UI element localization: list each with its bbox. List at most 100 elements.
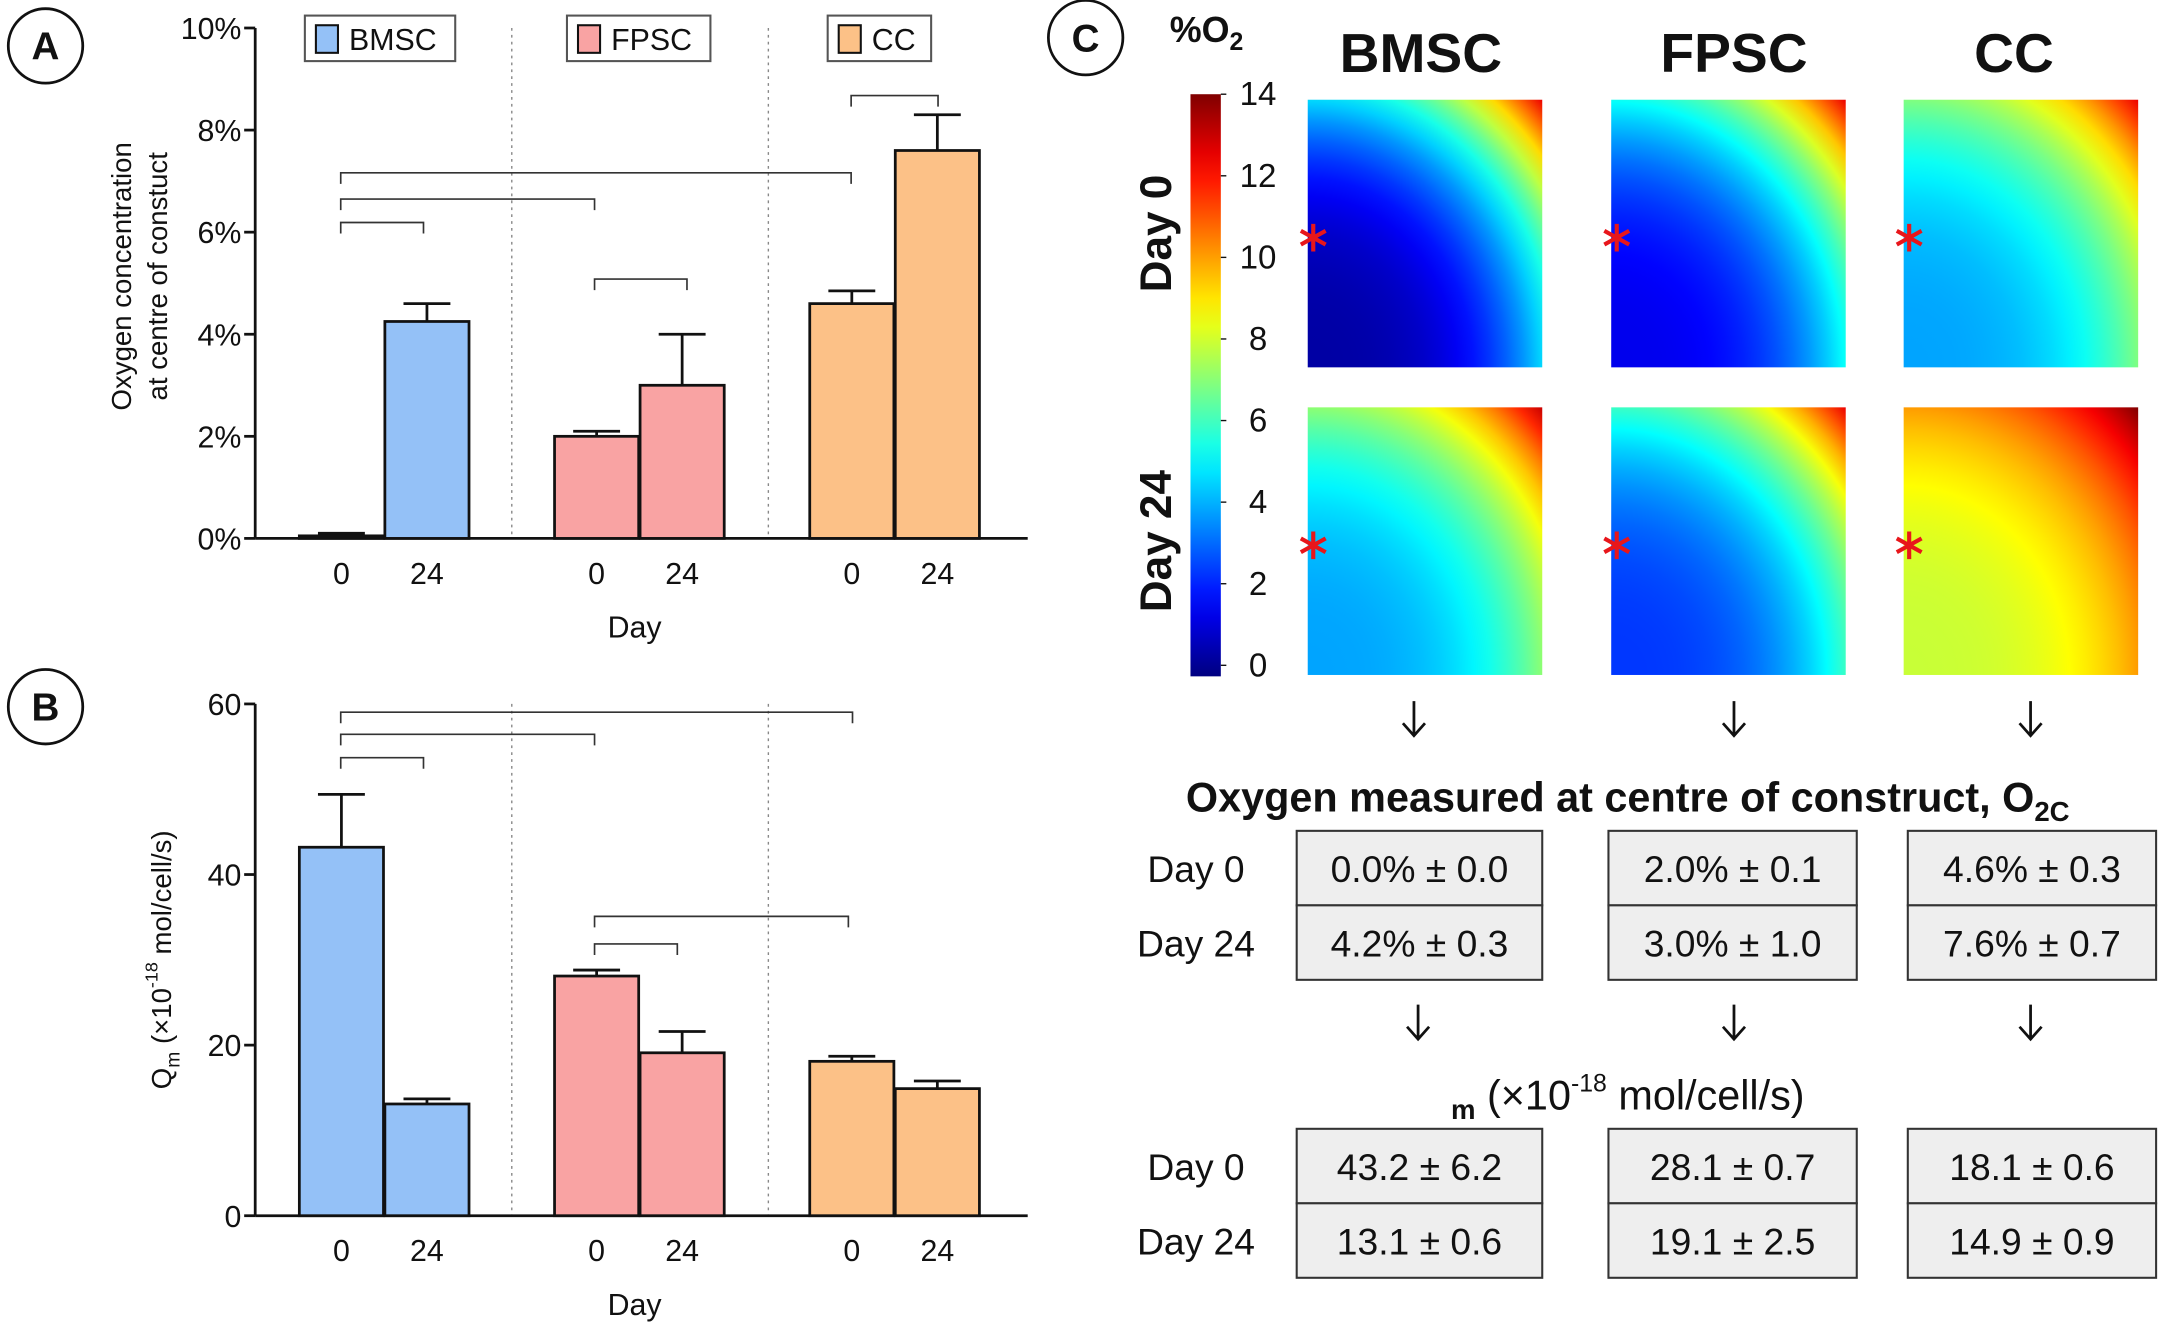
y-axis-label-part: mol/cell/s) [146, 830, 177, 962]
centre-marker [1299, 531, 1327, 560]
heatmap [1611, 99, 1846, 368]
legend-label: BMSC [349, 24, 437, 57]
table-cell [1607, 904, 1858, 981]
y-tick-label: 0% [198, 523, 242, 556]
title-sub: 2C [2034, 796, 2069, 827]
x-axis-label: Day [608, 1289, 663, 1322]
colorbar-tick-label: 12 [1240, 158, 1277, 195]
significance-bracket [339, 172, 852, 184]
table-cell [1607, 1202, 1858, 1279]
panel-label: B [32, 686, 60, 729]
title-main: %O [1170, 10, 1230, 50]
y-tick-label: 20 [208, 1030, 242, 1063]
y-axis-label: at centre of constuct [142, 152, 173, 401]
panel-label-circle [6, 668, 85, 746]
table-cell [1906, 1202, 2158, 1279]
table-cell [1906, 1127, 2158, 1205]
table-cell [1295, 1127, 1544, 1205]
consumption-title: m (×10-18 mol/cell/s) [1451, 1071, 1805, 1126]
y-tick-label: 0 [225, 1201, 242, 1234]
bar [297, 534, 385, 540]
arrows [1401, 701, 2043, 1042]
y-axis-label: Qm (×10-18 mol/cell/s) [141, 830, 184, 1089]
y-tick-label: 60 [208, 689, 242, 722]
centre-marker [1895, 531, 1923, 560]
y-axis-label-part: Q [146, 1068, 177, 1089]
x-tick-label: 24 [665, 1235, 699, 1268]
significance-bracket [850, 94, 939, 107]
row-label: Day 0 [1147, 1146, 1244, 1188]
row-label: Day 24 [1137, 922, 1255, 964]
measured-title: Oxygen measured at centre of construct, … [1186, 775, 2070, 828]
row-label: Day 0 [1147, 848, 1244, 890]
panel-label: A [32, 26, 60, 69]
legend-swatch [576, 24, 602, 54]
table-value: 18.1 ± 0.6 [1949, 1146, 2114, 1188]
colorbar-tick-label: 4 [1249, 484, 1267, 521]
table-value: 19.1 ± 2.5 [1650, 1220, 1815, 1262]
arrow [1721, 1004, 1747, 1042]
heatmap [1307, 407, 1543, 675]
y-tick-label: 40 [208, 860, 242, 893]
table-value: 28.1 ± 0.7 [1650, 1146, 1815, 1188]
bar [638, 1051, 726, 1218]
heatmap [1611, 407, 1846, 675]
row-title: Day 0 [1132, 175, 1181, 293]
x-tick-label: 0 [333, 558, 350, 591]
x-tick-label: 0 [843, 1235, 860, 1268]
table-value: 0.0% ± 0.0 [1331, 848, 1509, 890]
centre-marker [1603, 531, 1631, 560]
y-tick-label: 4% [198, 319, 242, 352]
x-axis-label: Day [608, 612, 663, 645]
table-value: 4.6% ± 0.3 [1943, 848, 2121, 890]
table-cell [1607, 1127, 1858, 1205]
arrow [2018, 701, 2043, 738]
y-axis-label: Oxygen concentration [106, 142, 137, 410]
y-axis-label-part: (×10 [146, 988, 177, 1052]
table-cell [1295, 904, 1544, 981]
colorbar-title: %O2 [1170, 10, 1244, 56]
significance-bracket [593, 278, 688, 291]
table-cell [1906, 829, 2158, 907]
panel-label-circle [6, 7, 85, 85]
y-tick-label: 2% [198, 421, 242, 454]
table-cell [1906, 904, 2158, 981]
arrow [1721, 701, 1747, 738]
colorbar-tick-label: 10 [1240, 239, 1277, 276]
bar [893, 1087, 981, 1218]
colorbar-tick-label: 14 [1240, 76, 1277, 113]
x-tick-label: 0 [588, 558, 605, 591]
column-title: BMSC [1340, 22, 1502, 84]
bar [383, 1102, 471, 1218]
y-tick-label: 10% [181, 13, 242, 46]
legend-label: CC [872, 24, 916, 57]
bar [808, 302, 896, 540]
centre-marker [1299, 223, 1327, 252]
table-cell [1607, 829, 1858, 907]
y-axis-label-part: m [163, 1052, 184, 1068]
table-value: 4.2% ± 0.3 [1331, 922, 1509, 964]
x-tick-label: 0 [588, 1235, 605, 1268]
column-title: FPSC [1660, 22, 1807, 84]
x-tick-label: 24 [410, 558, 444, 591]
x-tick-label: 24 [665, 558, 699, 591]
centre-marker [1603, 223, 1631, 252]
significance-bracket [339, 733, 596, 746]
title-unit: mol/cell/s) [1607, 1072, 1805, 1118]
table-value: 13.1 ± 0.6 [1337, 1220, 1502, 1262]
y-axis-label-part: -18 [141, 962, 161, 988]
significance-bracket [339, 756, 425, 769]
significance-bracket [593, 943, 679, 955]
bar [553, 434, 641, 540]
panel-label: C [1072, 17, 1100, 60]
legend-swatch [314, 24, 340, 54]
x-tick-label: 24 [920, 1235, 954, 1268]
heatmap [1903, 99, 2139, 368]
row-title: Day 24 [1132, 470, 1181, 613]
bar [638, 383, 726, 540]
significance-bracket [593, 915, 850, 928]
heatmap [1307, 99, 1543, 368]
colorbar-tick-label: 8 [1249, 321, 1267, 358]
